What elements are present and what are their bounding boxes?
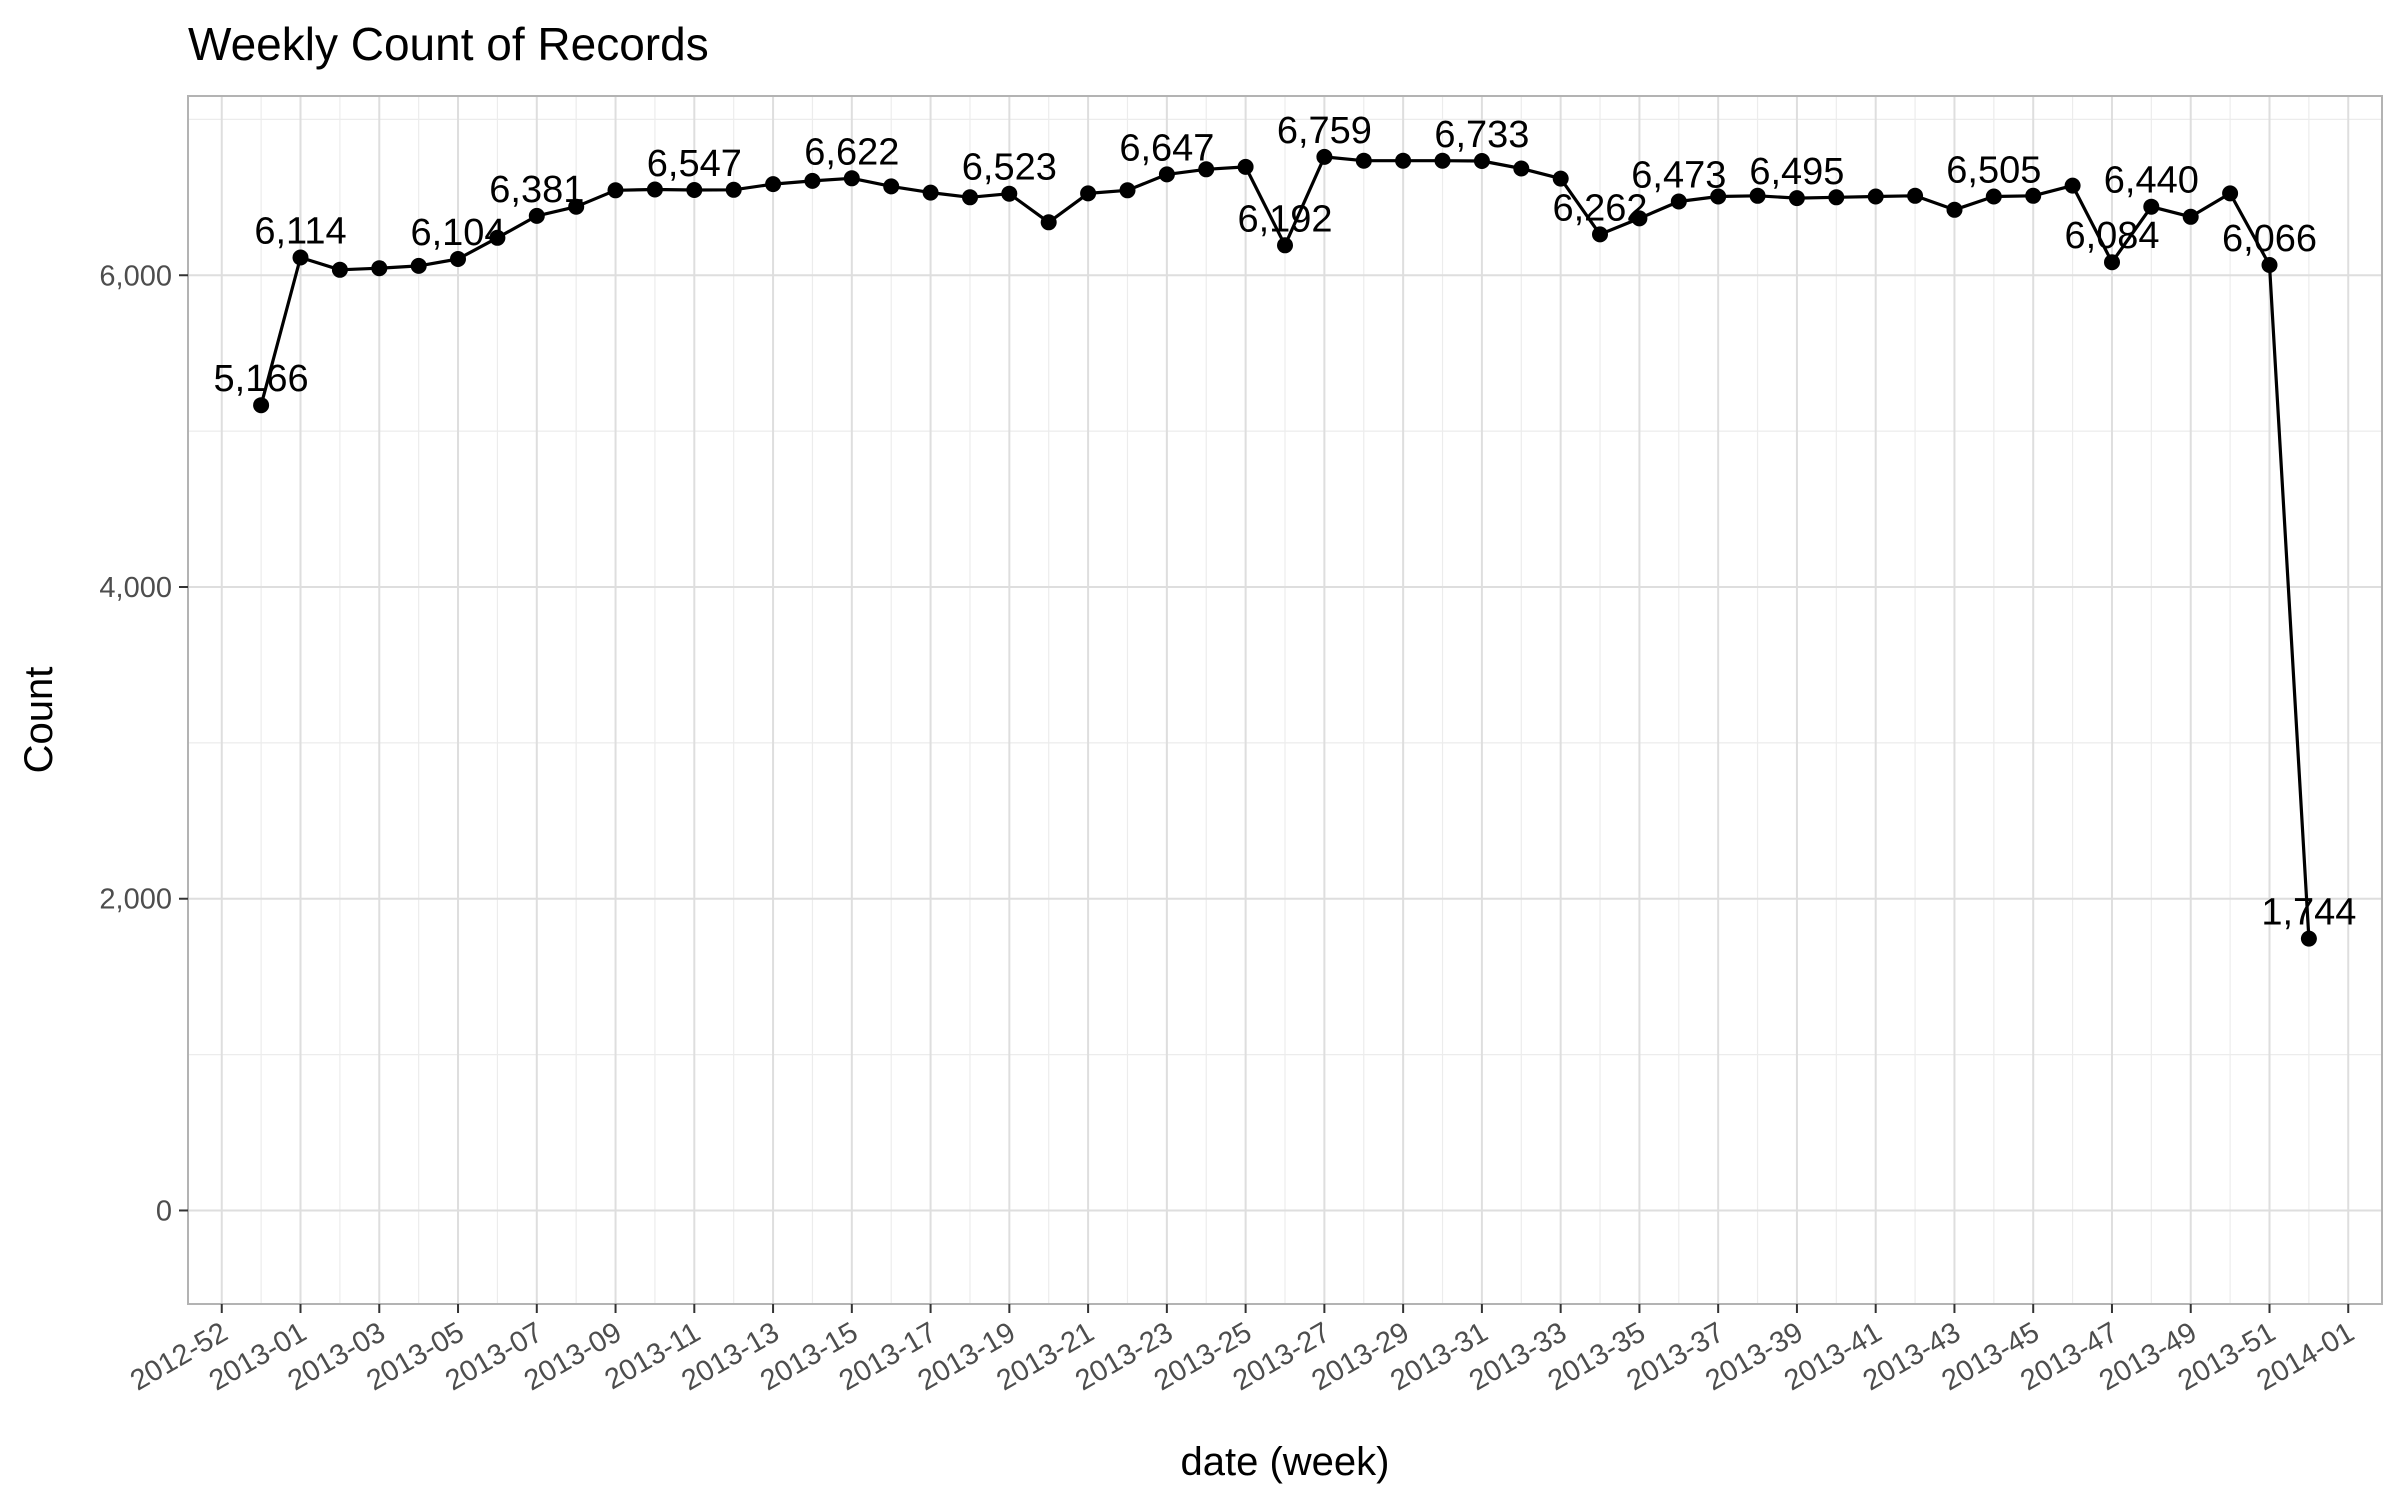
data-point: [2104, 254, 2120, 271]
panel-border: [187, 95, 2383, 1305]
data-point: [2300, 930, 2317, 947]
data-point: [725, 181, 742, 198]
data-point: [568, 198, 585, 215]
data-point: [804, 172, 821, 189]
data-label: 6,547: [647, 143, 742, 185]
data-point: [883, 178, 900, 195]
data-point: [1434, 152, 1451, 169]
y-tick-label: 4,000: [99, 572, 172, 604]
data-label: 6,440: [2104, 160, 2199, 202]
data-point: [607, 182, 624, 199]
data-point: [331, 261, 348, 278]
data-label: 6,759: [1277, 110, 1372, 152]
data-point: [489, 229, 506, 246]
data-label: 6,473: [1631, 155, 1726, 197]
data-point: [1907, 187, 1924, 204]
data-point: [1277, 237, 1293, 254]
data-point: [1552, 170, 1569, 187]
x-axis: 2012-522013-012013-032013-052013-072013-…: [125, 1304, 2360, 1397]
data-label: 5,166: [214, 358, 309, 400]
minor-gridlines: [188, 96, 2382, 1304]
data-point: [1158, 166, 1175, 183]
data-point: [646, 181, 663, 198]
data-label: 1,744: [2261, 892, 2356, 934]
data-point: [2222, 185, 2239, 202]
data-point: [1592, 226, 1608, 243]
data-point: [1001, 185, 1018, 202]
data-point: [1355, 152, 1372, 169]
data-label: 6,104: [410, 212, 505, 254]
data-point: [1473, 153, 1490, 169]
data-point: [1395, 152, 1412, 169]
x-axis-title: date (week): [1181, 1440, 1390, 1484]
data-label: 6,733: [1434, 114, 1529, 156]
data-label: 6,505: [1946, 150, 2041, 192]
data-label: 6,381: [489, 169, 584, 211]
data-point: [1946, 201, 1963, 218]
y-tick-label: 0: [156, 1195, 172, 1227]
major-gridlines: [188, 96, 2382, 1304]
data-label: 6,114: [254, 211, 346, 253]
data-label: 6,066: [2222, 218, 2317, 260]
y-tick-label: 2,000: [99, 884, 172, 916]
chart-title: Weekly Count of Records: [188, 18, 709, 70]
data-point: [1788, 190, 1805, 207]
data-point: [1080, 185, 1097, 202]
data-point: [1710, 188, 1727, 205]
data-point: [1828, 189, 1845, 206]
data-point: [843, 170, 860, 187]
y-axis-title: Count: [17, 667, 61, 774]
data-label: 6,192: [1237, 198, 1332, 240]
data-point: [1198, 161, 1215, 178]
y-axis: 0 2,000 4,000 6,000: [99, 260, 188, 1227]
data-point: [2261, 257, 2278, 273]
data-point: [1631, 210, 1648, 227]
data-label: 6,262: [1552, 187, 1647, 229]
y-tick-label: 6,000: [99, 260, 172, 292]
data-point: [410, 257, 427, 274]
data-point: [1867, 188, 1884, 205]
data-point: [765, 176, 782, 193]
data-point: [922, 184, 939, 201]
data-point: [2182, 208, 2199, 225]
data-label: 6,622: [804, 131, 899, 173]
data-point: [371, 260, 388, 277]
data-label: 6,647: [1119, 127, 1214, 169]
data-point: [1237, 158, 1254, 175]
data-point: [686, 182, 703, 198]
data-point: [528, 207, 545, 224]
data-point: [1749, 187, 1766, 204]
data-point: [450, 251, 466, 267]
data-point: [1985, 188, 2002, 205]
data-point: [253, 397, 270, 414]
data-point: [962, 189, 978, 206]
data-point: [1040, 214, 1057, 231]
data-point: [1119, 182, 1136, 199]
data-point: [2064, 177, 2081, 194]
data-point: [1670, 193, 1687, 210]
series-points: [253, 148, 2317, 947]
data-label: 6,523: [962, 147, 1057, 189]
data-point: [292, 249, 309, 266]
data-point: [1316, 148, 1333, 165]
data-point: [2025, 187, 2042, 204]
data-label: 6,084: [2064, 215, 2159, 257]
data-point: [1513, 160, 1530, 177]
data-label: 6,495: [1749, 151, 1844, 193]
data-point: [2143, 198, 2160, 215]
